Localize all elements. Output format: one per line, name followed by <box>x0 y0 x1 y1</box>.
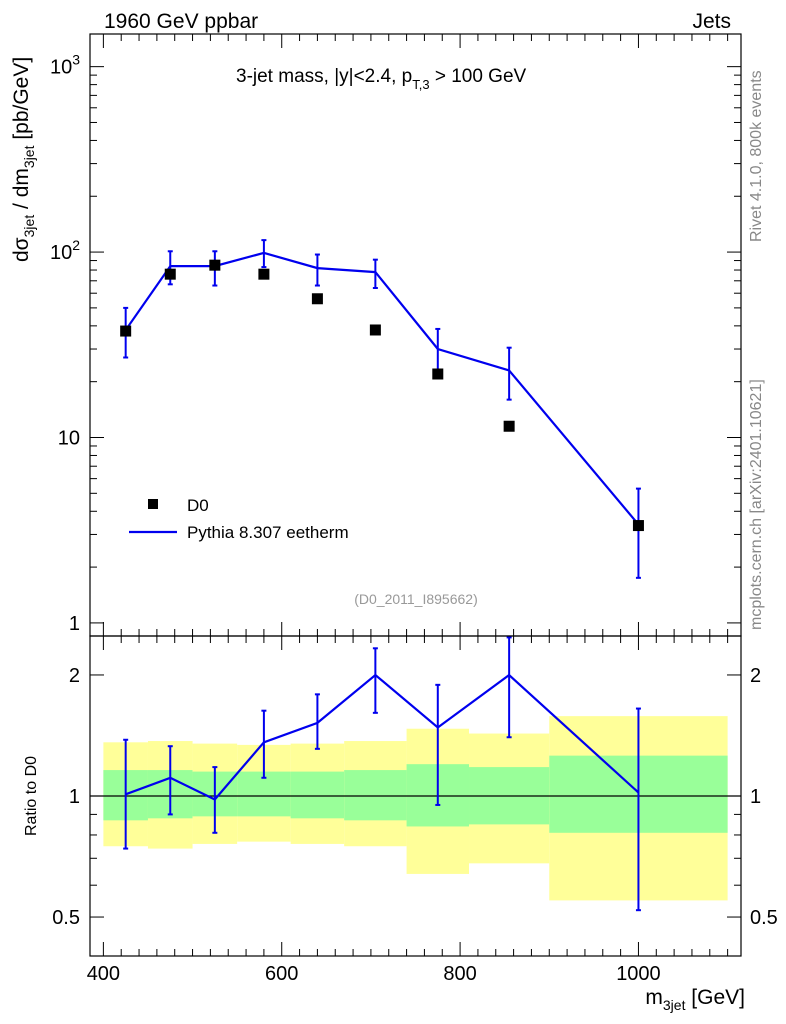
ratio-y-tick-label: 1 <box>69 786 80 808</box>
main-axis-ticks <box>90 34 741 636</box>
ratio-y-tick-label-right: 1 <box>750 786 761 808</box>
data-point <box>120 325 132 337</box>
legend-label-d0: D0 <box>187 496 209 515</box>
x-tick-label: 1000 <box>616 963 661 985</box>
ratio-band-inner <box>237 771 291 817</box>
main-title-tail: > 100 GeV <box>430 66 527 87</box>
ratio-y-tick-label-right: 2 <box>750 665 761 687</box>
main-y-tick-labels: 1 10 102 103 <box>50 52 80 635</box>
rivet-version-label: Rivet 4.1.0, 800k events <box>748 70 765 242</box>
ratio-y-tick-labels: 0.5 0.5 1 1 2 2 <box>52 665 778 929</box>
x-tick-label: 400 <box>87 963 120 985</box>
ratio-axis-ticks <box>90 636 741 956</box>
data-point <box>632 520 644 532</box>
main-y-axis-label: dσ3jet / dm3jet [pb/GeV] <box>10 57 37 262</box>
data-markers <box>120 259 644 532</box>
x-tick-label: 600 <box>265 963 298 985</box>
data-point <box>369 324 381 336</box>
ratio-y-tick-label: 0.5 <box>52 907 80 929</box>
ratio-y-tick-label-right: 0.5 <box>750 907 778 929</box>
ratio-band-inner <box>290 771 345 819</box>
mc-line <box>124 251 640 526</box>
header-left-label: 1960 GeV ppbar <box>104 10 258 33</box>
main-y-tick-label: 103 <box>50 52 80 79</box>
header-right-label: Jets <box>692 10 731 33</box>
data-point <box>311 293 323 305</box>
data-point <box>432 368 444 380</box>
ratio-y-tick-label: 2 <box>69 665 80 687</box>
main-title-sub: T,3 <box>412 77 429 92</box>
x-axis-label: m3jet [GeV] <box>645 986 745 1013</box>
ratio-uncertainty-bands <box>103 716 728 901</box>
main-plot-frame <box>89 33 742 637</box>
mcplots-label: mcplots.cern.ch [arXiv:2401.10621] <box>748 379 765 630</box>
main-y-tick-label: 102 <box>50 237 80 264</box>
main-title: 3-jet mass, |y|<2.4, pT,3 > 100 GeV <box>236 66 527 92</box>
x-tick-label: 800 <box>443 963 476 985</box>
data-point <box>258 268 270 280</box>
legend-label-mc: Pythia 8.307 eetherm <box>187 523 349 542</box>
analysis-watermark: (D0_2011_I895662) <box>354 591 478 607</box>
main-panel: 1 10 102 103 3-jet mass, |y|<2.4, pT,3 > 10… <box>10 33 742 637</box>
legend-marker-d0 <box>148 499 158 509</box>
legend: D0 Pythia 8.307 eetherm <box>129 496 349 542</box>
data-point <box>503 420 515 432</box>
data-point <box>164 268 176 280</box>
data-point <box>209 259 221 271</box>
ratio-band-inner <box>344 770 407 821</box>
main-y-tick-label: 1 <box>69 613 80 635</box>
ratio-y-axis-label: Ratio to D0 <box>23 756 40 836</box>
ratio-panel: 0.5 0.5 1 1 2 2 400 600 800 1000 Ratio to D0 m3j… <box>23 635 778 1013</box>
main-title-text: 3-jet mass, |y|<2.4, p <box>236 66 412 87</box>
ratio-line <box>125 673 640 801</box>
main-y-tick-label: 10 <box>58 427 80 449</box>
x-tick-labels: 400 600 800 1000 <box>87 963 661 985</box>
